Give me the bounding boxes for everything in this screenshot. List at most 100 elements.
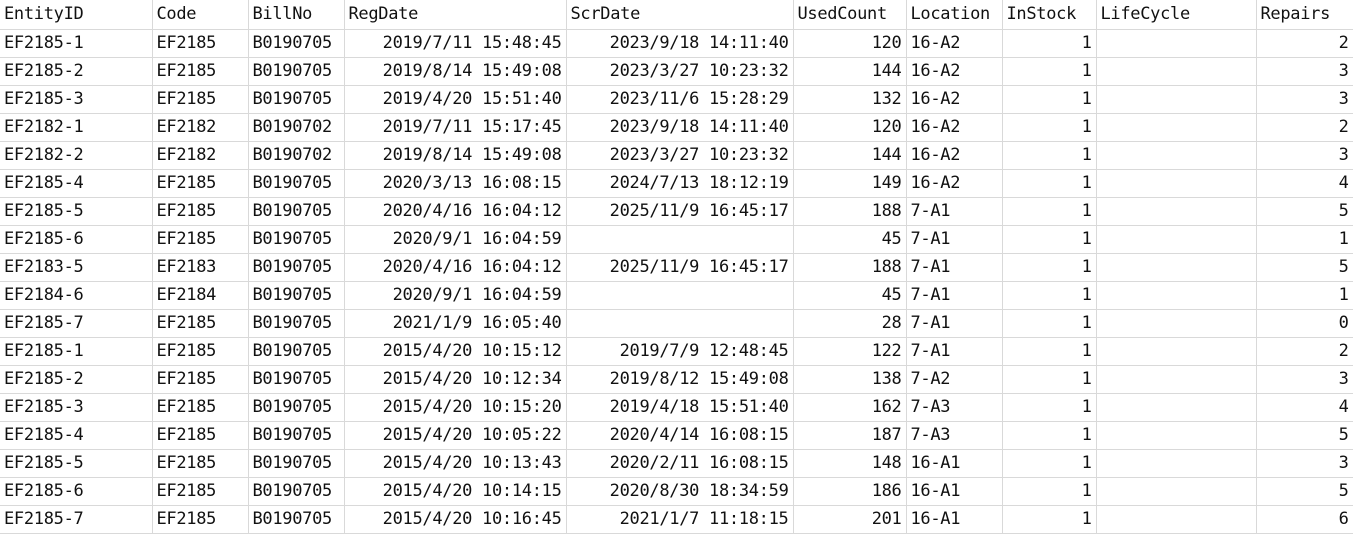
cell-entity-id[interactable]: EF2185-6 <box>0 225 153 254</box>
cell-in-stock[interactable]: 1 <box>1002 337 1097 366</box>
cell-used-count[interactable]: 148 <box>793 449 907 478</box>
cell-location[interactable]: 7-A1 <box>906 225 1003 254</box>
cell-life-cycle[interactable] <box>1096 449 1257 478</box>
cell-bill-no[interactable]: B0190702 <box>248 113 345 142</box>
cell-code[interactable]: EF2182 <box>152 141 249 170</box>
cell-in-stock[interactable]: 1 <box>1002 477 1097 506</box>
cell-used-count[interactable]: 187 <box>793 421 907 450</box>
cell-code[interactable]: EF2185 <box>152 337 249 366</box>
cell-scr-date[interactable]: 2023/3/27 10:23:32 <box>566 141 794 170</box>
cell-code[interactable]: EF2185 <box>152 169 249 198</box>
cell-reg-date[interactable]: 2020/4/16 16:04:12 <box>344 253 567 282</box>
cell-in-stock[interactable]: 1 <box>1002 85 1097 114</box>
cell-repairs[interactable]: 3 <box>1256 85 1353 114</box>
cell-repairs[interactable]: 5 <box>1256 477 1353 506</box>
header-cell-repairs[interactable]: Repairs <box>1256 0 1353 30</box>
cell-in-stock[interactable]: 1 <box>1002 309 1097 338</box>
cell-repairs[interactable]: 4 <box>1256 393 1353 422</box>
cell-used-count[interactable]: 132 <box>793 85 907 114</box>
cell-used-count[interactable]: 162 <box>793 393 907 422</box>
cell-location[interactable]: 16-A2 <box>906 85 1003 114</box>
cell-location[interactable]: 7-A1 <box>906 337 1003 366</box>
cell-scr-date[interactable]: 2023/11/6 15:28:29 <box>566 85 794 114</box>
cell-repairs[interactable]: 1 <box>1256 281 1353 310</box>
cell-scr-date[interactable] <box>566 225 794 254</box>
cell-reg-date[interactable]: 2015/4/20 10:16:45 <box>344 505 567 534</box>
cell-reg-date[interactable]: 2019/8/14 15:49:08 <box>344 141 567 170</box>
cell-code[interactable]: EF2185 <box>152 421 249 450</box>
cell-life-cycle[interactable] <box>1096 113 1257 142</box>
cell-reg-date[interactable]: 2019/8/14 15:49:08 <box>344 57 567 86</box>
cell-used-count[interactable]: 120 <box>793 29 907 58</box>
cell-scr-date[interactable]: 2021/1/7 11:18:15 <box>566 505 794 534</box>
cell-repairs[interactable]: 2 <box>1256 29 1353 58</box>
cell-reg-date[interactable]: 2015/4/20 10:15:12 <box>344 337 567 366</box>
cell-in-stock[interactable]: 1 <box>1002 449 1097 478</box>
cell-entity-id[interactable]: EF2185-7 <box>0 505 153 534</box>
cell-in-stock[interactable]: 1 <box>1002 141 1097 170</box>
cell-bill-no[interactable]: B0190705 <box>248 421 345 450</box>
cell-entity-id[interactable]: EF2182-1 <box>0 113 153 142</box>
cell-bill-no[interactable]: B0190705 <box>248 449 345 478</box>
cell-used-count[interactable]: 144 <box>793 57 907 86</box>
cell-code[interactable]: EF2185 <box>152 29 249 58</box>
cell-in-stock[interactable]: 1 <box>1002 169 1097 198</box>
cell-used-count[interactable]: 28 <box>793 309 907 338</box>
cell-location[interactable]: 7-A1 <box>906 281 1003 310</box>
cell-reg-date[interactable]: 2020/9/1 16:04:59 <box>344 225 567 254</box>
cell-entity-id[interactable]: EF2185-6 <box>0 477 153 506</box>
cell-location[interactable]: 16-A1 <box>906 505 1003 534</box>
cell-scr-date[interactable]: 2020/2/11 16:08:15 <box>566 449 794 478</box>
cell-reg-date[interactable]: 2019/7/11 15:48:45 <box>344 29 567 58</box>
cell-bill-no[interactable]: B0190705 <box>248 505 345 534</box>
cell-in-stock[interactable]: 1 <box>1002 225 1097 254</box>
cell-life-cycle[interactable] <box>1096 281 1257 310</box>
cell-life-cycle[interactable] <box>1096 253 1257 282</box>
header-cell-reg-date[interactable]: RegDate <box>344 0 567 30</box>
cell-reg-date[interactable]: 2015/4/20 10:14:15 <box>344 477 567 506</box>
header-cell-scr-date[interactable]: ScrDate <box>566 0 794 30</box>
cell-code[interactable]: EF2182 <box>152 113 249 142</box>
cell-entity-id[interactable]: EF2185-7 <box>0 309 153 338</box>
cell-bill-no[interactable]: B0190705 <box>248 197 345 226</box>
cell-entity-id[interactable]: EF2185-4 <box>0 421 153 450</box>
cell-bill-no[interactable]: B0190705 <box>248 85 345 114</box>
cell-bill-no[interactable]: B0190705 <box>248 57 345 86</box>
cell-bill-no[interactable]: B0190705 <box>248 477 345 506</box>
cell-life-cycle[interactable] <box>1096 505 1257 534</box>
cell-entity-id[interactable]: EF2185-4 <box>0 169 153 198</box>
cell-entity-id[interactable]: EF2185-1 <box>0 337 153 366</box>
cell-life-cycle[interactable] <box>1096 85 1257 114</box>
cell-repairs[interactable]: 2 <box>1256 337 1353 366</box>
cell-life-cycle[interactable] <box>1096 141 1257 170</box>
cell-location[interactable]: 7-A2 <box>906 365 1003 394</box>
cell-code[interactable]: EF2185 <box>152 449 249 478</box>
cell-bill-no[interactable]: B0190705 <box>248 253 345 282</box>
cell-code[interactable]: EF2184 <box>152 281 249 310</box>
cell-code[interactable]: EF2185 <box>152 365 249 394</box>
cell-bill-no[interactable]: B0190705 <box>248 365 345 394</box>
cell-scr-date[interactable] <box>566 309 794 338</box>
cell-used-count[interactable]: 188 <box>793 253 907 282</box>
cell-entity-id[interactable]: EF2185-2 <box>0 365 153 394</box>
cell-repairs[interactable]: 3 <box>1256 449 1353 478</box>
cell-reg-date[interactable]: 2015/4/20 10:15:20 <box>344 393 567 422</box>
cell-location[interactable]: 7-A1 <box>906 309 1003 338</box>
cell-code[interactable]: EF2185 <box>152 477 249 506</box>
header-cell-code[interactable]: Code <box>152 0 249 30</box>
cell-used-count[interactable]: 120 <box>793 113 907 142</box>
cell-used-count[interactable]: 144 <box>793 141 907 170</box>
cell-repairs[interactable]: 5 <box>1256 253 1353 282</box>
cell-life-cycle[interactable] <box>1096 225 1257 254</box>
cell-in-stock[interactable]: 1 <box>1002 29 1097 58</box>
header-cell-entity-id[interactable]: EntityID <box>0 0 153 30</box>
cell-life-cycle[interactable] <box>1096 421 1257 450</box>
cell-scr-date[interactable]: 2019/7/9 12:48:45 <box>566 337 794 366</box>
cell-scr-date[interactable]: 2023/9/18 14:11:40 <box>566 29 794 58</box>
cell-scr-date[interactable]: 2023/9/18 14:11:40 <box>566 113 794 142</box>
cell-bill-no[interactable]: B0190705 <box>248 393 345 422</box>
cell-repairs[interactable]: 1 <box>1256 225 1353 254</box>
cell-code[interactable]: EF2185 <box>152 85 249 114</box>
cell-repairs[interactable]: 5 <box>1256 421 1353 450</box>
cell-life-cycle[interactable] <box>1096 197 1257 226</box>
